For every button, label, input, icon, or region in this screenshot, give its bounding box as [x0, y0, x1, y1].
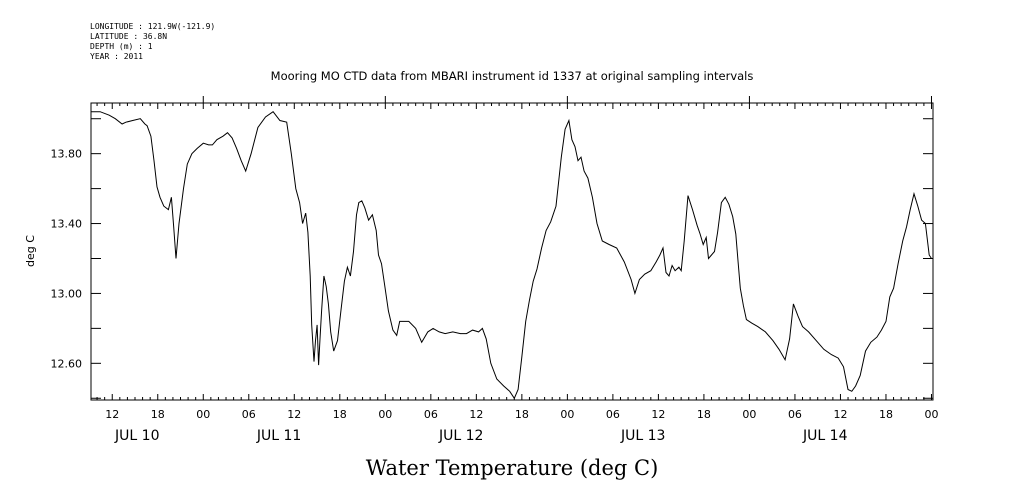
axis-ticks	[91, 96, 933, 400]
x-tick-label: 00	[742, 408, 756, 421]
date-labels: JUL 10 JUL 11 JUL 12 JUL 13 JUL 14	[114, 428, 848, 444]
x-tick-label: 00	[560, 408, 574, 421]
y-tick-label: 13.80	[51, 148, 83, 161]
y-axis-label: deg C	[24, 235, 37, 267]
plot-frame	[90, 102, 934, 401]
x-tick-label: 18	[151, 408, 165, 421]
x-tick-label: 12	[651, 408, 665, 421]
x-tick-label: 18	[515, 408, 529, 421]
series-line-water-temperature	[91, 111, 932, 400]
date-label: JUL 10	[114, 428, 159, 444]
meta-longitude: LONGITUDE : 121.9W(-121.9)	[90, 22, 216, 31]
chart-title: Mooring MO CTD data from MBARI instrumen…	[271, 69, 754, 83]
y-tick-label: 12.60	[51, 357, 83, 370]
x-tick-label: 00	[924, 408, 938, 421]
x-axis-label: Water Temperature (deg C)	[366, 456, 659, 480]
x-tick-label: 12	[469, 408, 483, 421]
x-tick-label: 06	[788, 408, 802, 421]
x-tick-label: 18	[333, 408, 347, 421]
x-tick-label: 00	[196, 408, 210, 421]
meta-year: YEAR : 2011	[90, 52, 143, 61]
station-metadata: LONGITUDE : 121.9W(-121.9) LATITUDE : 36…	[90, 22, 215, 62]
x-tick-label: 06	[606, 408, 620, 421]
x-tick-labels: 12 18 00 06 12 18 00 06 12 18 00 06 12 18 00 06 12 18 00	[105, 408, 938, 421]
x-tick-label: 00	[378, 408, 392, 421]
date-label: JUL 11	[256, 428, 301, 444]
date-label: JUL 13	[620, 428, 665, 444]
meta-depth: DEPTH (m) : 1	[90, 42, 153, 51]
x-tick-label: 12	[833, 408, 847, 421]
y-tick-labels: 12.60 13.00 13.40 13.80	[51, 148, 83, 371]
x-tick-label: 18	[879, 408, 893, 421]
x-tick-label: 06	[424, 408, 438, 421]
date-label: JUL 14	[802, 428, 848, 444]
x-tick-label: 12	[287, 408, 301, 421]
date-label: JUL 12	[438, 428, 483, 444]
y-tick-label: 13.00	[51, 287, 83, 300]
x-tick-label: 06	[242, 408, 256, 421]
meta-latitude: LATITUDE : 36.8N	[90, 32, 168, 41]
y-tick-label: 13.40	[51, 218, 83, 231]
x-tick-label: 12	[105, 408, 119, 421]
x-tick-label: 18	[697, 408, 711, 421]
